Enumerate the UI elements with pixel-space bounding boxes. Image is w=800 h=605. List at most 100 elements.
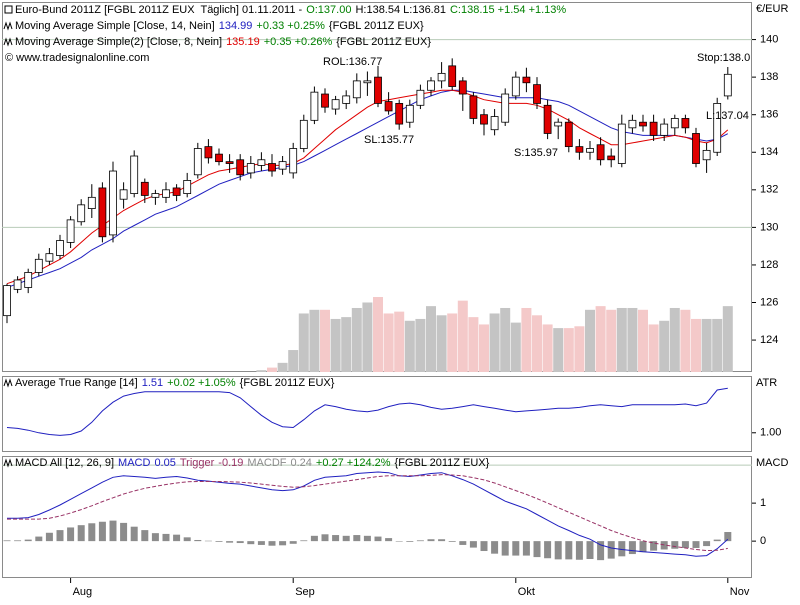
annotation: L:137.04	[706, 110, 749, 122]
histogram-bar	[67, 527, 75, 542]
histogram-bar	[565, 541, 573, 560]
header-segment: Trigger	[180, 457, 215, 469]
candle-body	[363, 80, 372, 84]
candle-body	[130, 155, 139, 194]
candle-body	[34, 258, 43, 273]
histogram-bar	[713, 539, 721, 542]
volume-bar	[404, 320, 415, 372]
histogram-bar	[639, 541, 647, 553]
histogram-bar	[353, 535, 361, 542]
histogram-bar	[162, 533, 170, 542]
histogram-bar	[3, 540, 11, 542]
volume-bar	[436, 315, 447, 372]
header-segment: {FGBL 2011Z EUX}	[329, 20, 424, 32]
histogram-bar	[438, 539, 446, 542]
candle-body	[660, 123, 669, 136]
header-segment: Euro-Bund 2011Z [FGBL 2011Z EUX Täglich]…	[15, 4, 303, 16]
volume-bar	[298, 313, 309, 372]
histogram-bar	[173, 534, 181, 542]
histogram-bar	[98, 521, 106, 542]
histogram-bar	[363, 535, 371, 542]
volume-bar	[563, 328, 574, 372]
candle-body	[607, 155, 616, 161]
header-segment: Average True Range [14]	[15, 377, 138, 389]
candle-body	[257, 159, 266, 166]
candle-body	[268, 163, 276, 172]
header-segment: © www.tradesignalonline.com	[5, 52, 149, 64]
volume-bar	[616, 307, 627, 372]
candle-body	[501, 93, 510, 123]
candle-body	[723, 73, 732, 97]
histogram-bar	[448, 541, 456, 542]
histogram-bar	[120, 522, 128, 542]
candle-body	[670, 118, 679, 129]
header-segment: +0.35 +0.26%	[264, 36, 333, 48]
candle-body	[342, 95, 351, 104]
volume-bar	[510, 322, 521, 372]
histogram-bar	[618, 541, 626, 557]
histogram-bar	[597, 541, 605, 561]
header-icon	[3, 21, 13, 31]
histogram-bar	[183, 537, 191, 542]
histogram-bar	[56, 530, 64, 542]
annotation: Stop:138.0	[697, 52, 750, 64]
header-segment: {FGBL 2011Z EUX}	[240, 377, 335, 389]
volume-bar	[330, 318, 341, 372]
volume-bar	[383, 313, 394, 372]
candle-body	[193, 148, 202, 176]
histogram-bar	[257, 541, 265, 545]
moving-average-line	[6, 89, 729, 288]
header-text: Moving Average Simple [Close, 14, Nein] 1…	[15, 20, 424, 32]
header-icon	[3, 37, 13, 47]
y-tick-label: 1.00	[760, 427, 781, 439]
candle-body	[352, 80, 361, 99]
y-axis-label: €/EUR	[756, 3, 788, 15]
header-text: Moving Average Simple(2) [Close, 8, Nein…	[15, 36, 431, 48]
header-segment: H:138.54 L:136.81	[355, 4, 446, 16]
histogram-bar	[151, 533, 159, 542]
header-icon	[3, 458, 13, 468]
header-text: Euro-Bund 2011Z [FGBL 2011Z EUX Täglich]…	[15, 4, 566, 16]
volume-bar	[256, 370, 267, 372]
header-segment: +0.02 +1.05%	[167, 377, 236, 389]
header-icon	[4, 5, 13, 14]
annotation: S:135.97	[514, 147, 558, 159]
candle-body	[575, 146, 584, 153]
candle-body	[427, 80, 435, 91]
y-tick-label: 124	[760, 334, 778, 346]
y-tick-label: 130	[760, 221, 778, 233]
histogram-bar	[385, 538, 393, 542]
header-segment: {FGBL 2011Z EUX}	[336, 36, 431, 48]
header-segment: Moving Average Simple [Close, 14, Nein]	[15, 20, 215, 32]
candle-body	[702, 149, 711, 161]
candle-body	[66, 219, 75, 243]
volume-bar	[479, 324, 489, 372]
header-segment: -0.19	[218, 457, 243, 469]
histogram-bar	[109, 520, 117, 542]
volume-bar	[659, 320, 670, 372]
header-segment: 1.51	[142, 377, 163, 389]
candle-body	[246, 163, 255, 174]
header-segment: MACDF	[247, 457, 286, 469]
x-tick-label: Nov	[730, 586, 750, 598]
header-segment: MACD All [12, 26, 9]	[15, 457, 114, 469]
histogram-bar	[268, 541, 276, 546]
candle-body	[416, 89, 425, 106]
candle-body	[162, 189, 170, 198]
histogram-bar	[77, 525, 85, 542]
header-segment: Moving Average Simple(2) [Close, 8, Nein…	[15, 36, 222, 48]
candle-body	[3, 285, 11, 317]
histogram-bar	[469, 541, 477, 548]
candle-body	[405, 104, 414, 123]
annotation: ROL:136.77	[323, 56, 382, 68]
histogram-bar	[586, 541, 594, 559]
candle-body	[596, 144, 605, 161]
histogram-bar	[650, 541, 658, 551]
candle-body	[310, 91, 319, 121]
histogram-bar	[512, 541, 520, 556]
histogram-bar	[332, 535, 340, 542]
histogram-bar	[374, 536, 382, 542]
header-segment: O:137.00	[306, 4, 351, 16]
